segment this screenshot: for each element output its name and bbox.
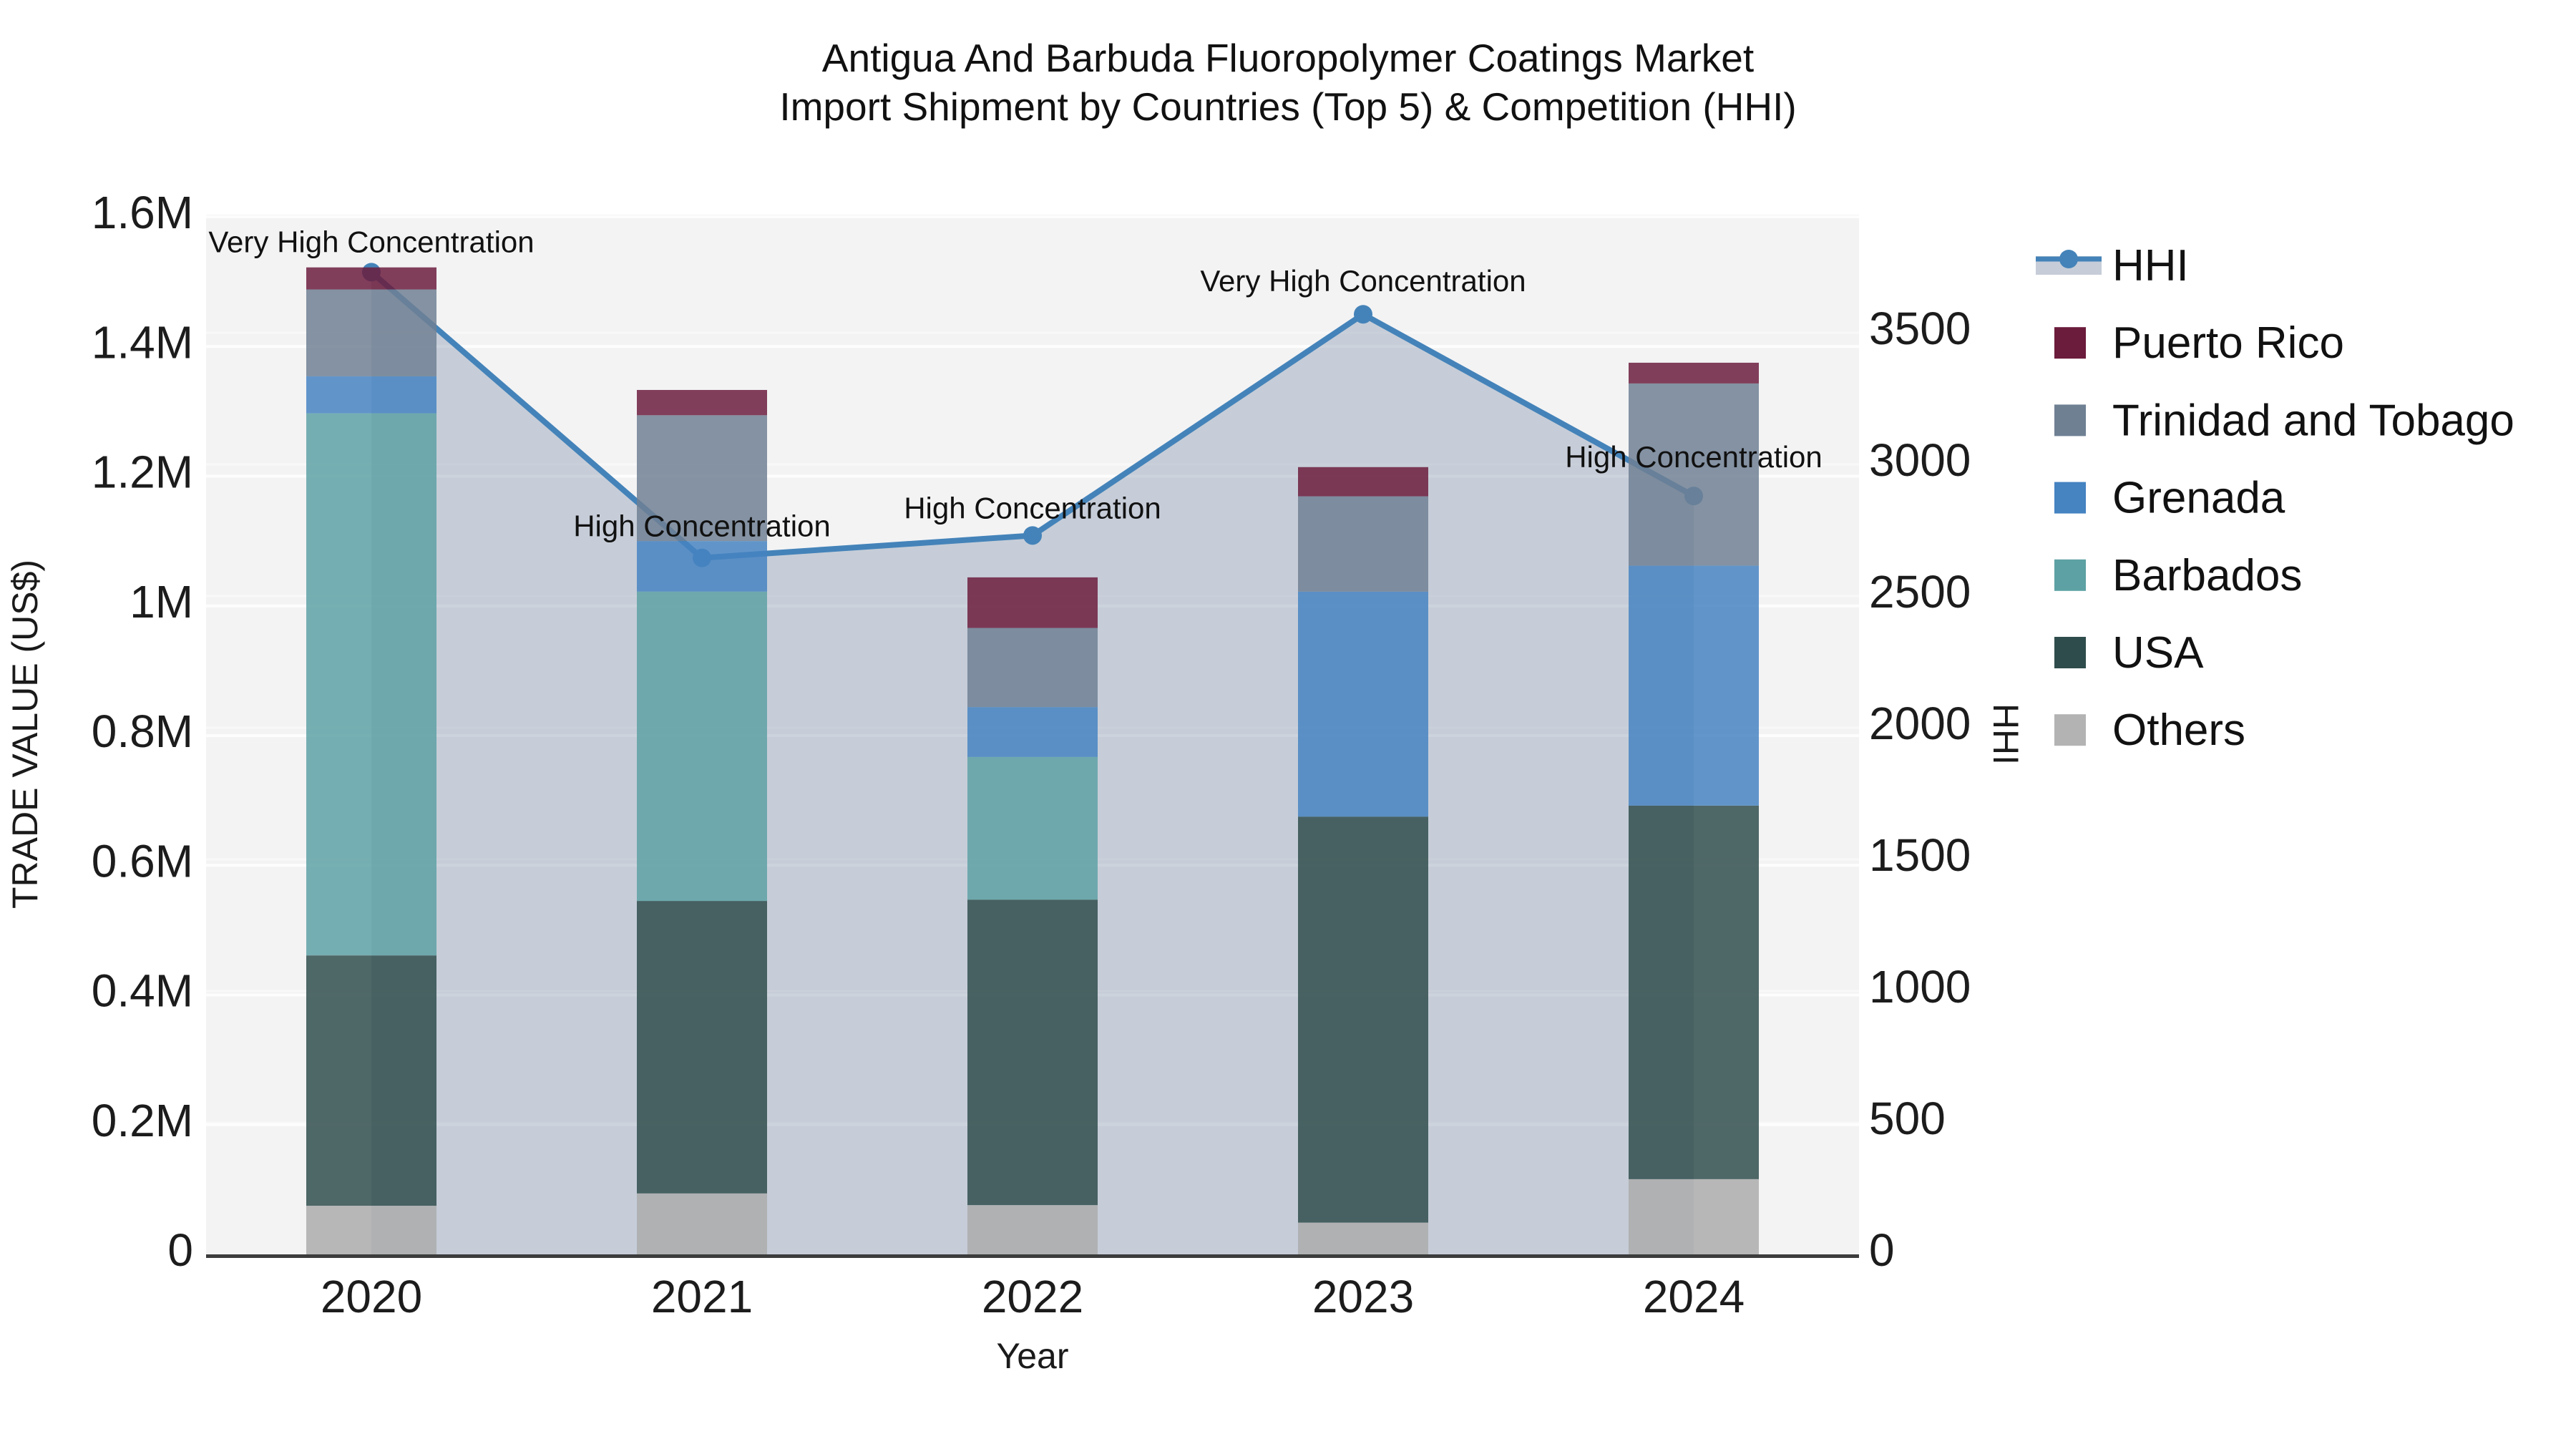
legend-item-usa[interactable]: USA <box>2054 628 2204 678</box>
legend-item-barbados[interactable]: Barbados <box>2054 551 2302 600</box>
legend-hhi-marker-icon <box>2059 250 2078 268</box>
y-right-tick-3500: 3500 <box>1869 303 1971 354</box>
y-right-tick-3000: 3000 <box>1869 434 1971 486</box>
legend-item-label: USA <box>2112 628 2204 678</box>
bars-layer <box>306 267 1759 1254</box>
bar-segment-2022-others[interactable] <box>967 1205 1098 1254</box>
y-left-tick-1.6M: 1.6M <box>92 187 193 238</box>
y-left-tick-0.4M: 0.4M <box>92 965 193 1017</box>
legend-item-label: Grenada <box>2112 474 2285 523</box>
legend-item-label: HHI <box>2112 241 2189 291</box>
bar-segment-2023-others[interactable] <box>1298 1222 1428 1254</box>
bar-segment-2021-grenada[interactable] <box>637 541 767 592</box>
bar-segment-2022-puerto-rico[interactable] <box>967 577 1098 628</box>
bar-segment-2024-grenada[interactable] <box>1629 565 1759 806</box>
x-tick-2024: 2024 <box>1643 1271 1745 1322</box>
legend-item-others[interactable]: Others <box>2054 706 2245 755</box>
tick-labels-layer: 0 0.2M 0.4M 0.6M 0.8M 1M 1.2M 1.4M 1.6M 0 500 1000 1… <box>92 187 1971 1322</box>
bar-segment-2020-usa[interactable] <box>306 955 436 1206</box>
axis-layer <box>206 1254 1859 1258</box>
legend-item-label: Trinidad and Tobago <box>2112 396 2514 445</box>
y-left-tick-0.8M: 0.8M <box>92 706 193 757</box>
hhi-marker-2022[interactable] <box>1023 526 1042 545</box>
hhi-annotation-2021: High Concentration <box>573 509 831 543</box>
x-axis-title: Year <box>996 1336 1068 1376</box>
y-left-tick-1.4M: 1.4M <box>92 316 193 368</box>
y-left-tick-0: 0 <box>167 1224 193 1276</box>
hhi-annotation-2024: High Concentration <box>1565 440 1823 474</box>
x-tick-2021: 2021 <box>651 1271 753 1322</box>
legend-item-grenada[interactable]: Grenada <box>2054 474 2285 523</box>
legend-item-label: Barbados <box>2112 551 2302 600</box>
bar-segment-2020-barbados[interactable] <box>306 413 436 956</box>
bar-segment-2024-others[interactable] <box>1629 1179 1759 1254</box>
x-tick-2023: 2023 <box>1312 1271 1414 1322</box>
chart-title-line2: Import Shipment by Countries (Top 5) & C… <box>779 84 1796 129</box>
bar-segment-2023-usa[interactable] <box>1298 816 1428 1223</box>
bar-segment-2023-trinidad-and-tobago[interactable] <box>1298 496 1428 592</box>
bar-segment-2021-barbados[interactable] <box>637 591 767 902</box>
bar-segment-2022-barbados[interactable] <box>967 756 1098 900</box>
legend-swatch-icon <box>2054 559 2086 591</box>
legend-item-puerto-rico[interactable]: Puerto Rico <box>2054 318 2344 368</box>
y-right-tick-1500: 1500 <box>1869 829 1971 881</box>
y-left-tick-0.6M: 0.6M <box>92 835 193 887</box>
legend-swatch-icon <box>2054 714 2086 746</box>
bar-segment-2021-trinidad-and-tobago[interactable] <box>637 415 767 542</box>
y-left-tick-1M: 1M <box>130 576 193 628</box>
bar-segment-2022-grenada[interactable] <box>967 707 1098 757</box>
hhi-marker-2023[interactable] <box>1354 305 1372 324</box>
legend-item-hhi[interactable]: HHI <box>2036 241 2189 291</box>
bar-segment-2021-usa[interactable] <box>637 901 767 1194</box>
bar-segment-2022-usa[interactable] <box>967 899 1098 1206</box>
bar-segment-2020-grenada[interactable] <box>306 376 436 414</box>
bar-segment-2020-trinidad-and-tobago[interactable] <box>306 289 436 376</box>
y-left-tick-0.2M: 0.2M <box>92 1095 193 1146</box>
bar-segment-2021-others[interactable] <box>637 1193 767 1254</box>
bar-segment-2022-trinidad-and-tobago[interactable] <box>967 628 1098 708</box>
y-left-axis-title: TRADE VALUE (US$) <box>5 560 45 909</box>
bar-segment-2023-grenada[interactable] <box>1298 591 1428 817</box>
y-right-tick-2000: 2000 <box>1869 698 1971 749</box>
hhi-annotation-2023: Very High Concentration <box>1200 264 1526 298</box>
legend-swatch-icon <box>2054 404 2086 436</box>
y-right-tick-1000: 1000 <box>1869 961 1971 1013</box>
legend-swatch-icon <box>2054 327 2086 359</box>
y-right-tick-2500: 2500 <box>1869 566 1971 618</box>
legend-item-trinidad-and-tobago[interactable]: Trinidad and Tobago <box>2054 396 2514 445</box>
chart-title-line1: Antigua And Barbuda Fluoropolymer Coatin… <box>822 36 1754 80</box>
y-right-tick-0: 0 <box>1869 1224 1895 1276</box>
legend-item-label: Puerto Rico <box>2112 318 2344 368</box>
x-tick-2020: 2020 <box>321 1271 422 1322</box>
y-left-tick-1.2M: 1.2M <box>92 447 193 498</box>
bar-segment-2023-puerto-rico[interactable] <box>1298 467 1428 497</box>
bar-segment-2024-usa[interactable] <box>1629 805 1759 1179</box>
legend-swatch-icon <box>2054 637 2086 668</box>
legend: HHI Puerto Rico Trinidad and Tobago Grenada… <box>2036 241 2514 755</box>
bar-segment-2024-puerto-rico[interactable] <box>1629 362 1759 384</box>
x-axis-line <box>206 1254 1859 1258</box>
y-right-axis-title: HHI <box>1986 703 2026 765</box>
bar-segment-2020-puerto-rico[interactable] <box>306 267 436 290</box>
y-right-tick-500: 500 <box>1869 1093 1946 1144</box>
bar-segment-2024-trinidad-and-tobago[interactable] <box>1629 383 1759 566</box>
annotations-layer: Very High Concentration High Concentratio… <box>208 225 1822 542</box>
hhi-annotation-2020: Very High Concentration <box>208 225 534 258</box>
legend-item-label: Others <box>2112 706 2245 755</box>
bar-segment-2020-others[interactable] <box>306 1206 436 1254</box>
legend-swatch-icon <box>2054 482 2086 514</box>
hhi-annotation-2022: High Concentration <box>904 491 1161 525</box>
x-tick-2022: 2022 <box>982 1271 1083 1322</box>
bar-segment-2021-puerto-rico[interactable] <box>637 389 767 416</box>
